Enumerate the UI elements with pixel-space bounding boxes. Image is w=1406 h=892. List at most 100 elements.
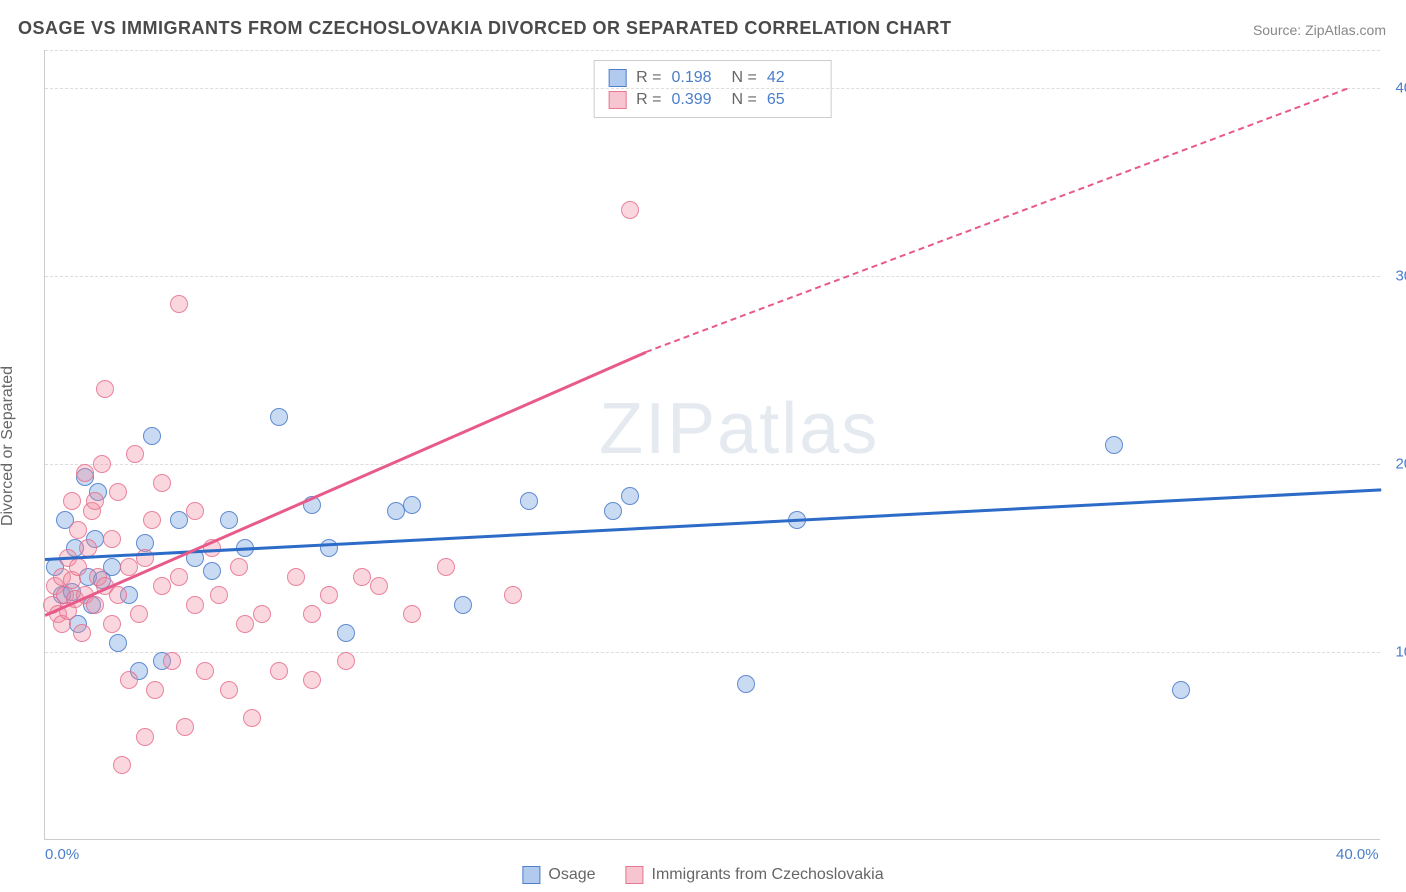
data-point — [621, 487, 639, 505]
data-point — [287, 568, 305, 586]
chart-source: Source: ZipAtlas.com — [1253, 22, 1386, 38]
legend-swatch — [608, 69, 626, 87]
data-point — [210, 586, 228, 604]
data-point — [69, 521, 87, 539]
data-point — [737, 675, 755, 693]
legend-item: Immigrants from Czechoslovakia — [626, 866, 884, 884]
data-point — [170, 295, 188, 313]
data-point — [403, 605, 421, 623]
gridline — [45, 276, 1380, 277]
data-point — [196, 662, 214, 680]
data-point — [170, 511, 188, 529]
data-point — [103, 530, 121, 548]
gridline — [45, 652, 1380, 653]
legend-label: Osage — [548, 866, 595, 884]
data-point — [303, 671, 321, 689]
data-point — [504, 586, 522, 604]
data-point — [93, 455, 111, 473]
legend-row: R =0.198N =42 — [608, 67, 817, 89]
data-point — [136, 728, 154, 746]
chart-plot-area: ZIPatlas R =0.198N =42R =0.399N =65 10.0… — [44, 50, 1380, 840]
legend-series: Osage Immigrants from Czechoslovakia — [522, 866, 883, 884]
legend-correlation: R = 0.198 N = 42 R = 0.399 N = 65 — [593, 60, 832, 118]
n-label: N = — [732, 91, 757, 109]
data-point — [76, 464, 94, 482]
data-point — [109, 586, 127, 604]
chart-title: OSAGE VS IMMIGRANTS FROM CZECHOSLOVAKIA … — [18, 18, 952, 39]
r-label: R = — [636, 69, 661, 87]
data-point — [163, 652, 181, 670]
data-point — [320, 586, 338, 604]
data-point — [337, 652, 355, 670]
data-point — [63, 492, 81, 510]
data-point — [387, 502, 405, 520]
n-value: 42 — [767, 69, 817, 87]
data-point — [153, 577, 171, 595]
y-tick-label: 30.0% — [1395, 267, 1406, 284]
data-point — [186, 596, 204, 614]
gridline — [45, 464, 1380, 465]
y-tick-label: 20.0% — [1395, 455, 1406, 472]
r-value: 0.198 — [672, 69, 722, 87]
data-point — [270, 408, 288, 426]
data-point — [143, 511, 161, 529]
data-point — [203, 562, 221, 580]
watermark: ZIPatlas — [599, 388, 879, 470]
y-tick-label: 40.0% — [1395, 79, 1406, 96]
data-point — [520, 492, 538, 510]
data-point — [120, 671, 138, 689]
data-point — [621, 201, 639, 219]
data-point — [253, 605, 271, 623]
data-point — [604, 502, 622, 520]
data-point — [73, 624, 91, 642]
x-tick-label: 40.0% — [1336, 846, 1379, 863]
legend-swatch — [626, 866, 644, 884]
data-point — [103, 615, 121, 633]
data-point — [86, 596, 104, 614]
data-point — [86, 492, 104, 510]
legend-item: Osage — [522, 866, 595, 884]
r-label: R = — [636, 91, 661, 109]
legend-swatch — [608, 91, 626, 109]
data-point — [337, 624, 355, 642]
data-point — [230, 558, 248, 576]
data-point — [109, 483, 127, 501]
data-point — [1105, 436, 1123, 454]
data-point — [1172, 681, 1190, 699]
data-point — [303, 605, 321, 623]
data-point — [236, 615, 254, 633]
trend-line — [44, 351, 646, 617]
data-point — [69, 558, 87, 576]
data-point — [96, 380, 114, 398]
data-point — [113, 756, 131, 774]
x-tick-label: 0.0% — [45, 846, 79, 863]
n-value: 65 — [767, 91, 817, 109]
trend-line — [646, 88, 1348, 353]
data-point — [176, 718, 194, 736]
data-point — [170, 568, 188, 586]
data-point — [153, 474, 171, 492]
legend-row: R = 0.399 N = 65 — [608, 89, 817, 111]
data-point — [186, 502, 204, 520]
r-value: 0.399 — [672, 91, 722, 109]
gridline — [45, 88, 1380, 89]
y-tick-label: 10.0% — [1395, 643, 1406, 660]
data-point — [126, 445, 144, 463]
y-axis-label: Divorced or Separated — [0, 366, 17, 526]
data-point — [220, 511, 238, 529]
data-point — [353, 568, 371, 586]
data-point — [109, 634, 127, 652]
data-point — [146, 681, 164, 699]
data-point — [437, 558, 455, 576]
data-point — [270, 662, 288, 680]
gridline — [45, 50, 1380, 51]
data-point — [143, 427, 161, 445]
data-point — [454, 596, 472, 614]
data-point — [403, 496, 421, 514]
data-point — [130, 605, 148, 623]
data-point — [243, 709, 261, 727]
trend-line — [45, 488, 1381, 560]
legend-label: Immigrants from Czechoslovakia — [652, 866, 884, 884]
legend-swatch — [522, 866, 540, 884]
data-point — [370, 577, 388, 595]
